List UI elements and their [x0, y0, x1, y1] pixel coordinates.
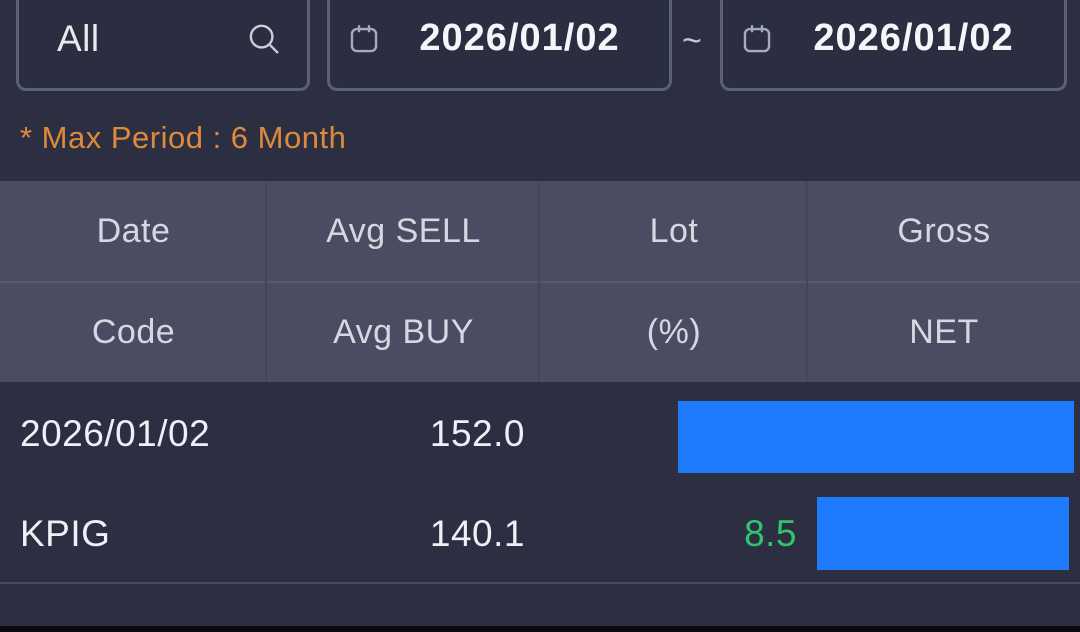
header-column-divider	[265, 181, 267, 382]
trade-date: 2026/01/02	[20, 412, 211, 454]
header-net: NET	[909, 312, 979, 351]
max-period-note: * Max Period : 6 Month	[20, 120, 347, 155]
trade-row-line1: 2026/01/02 152.0	[0, 382, 1080, 485]
date-from-value: 2026/01/02	[419, 17, 620, 59]
header-pct: (%)	[646, 312, 702, 351]
header-row-divider	[0, 281, 1080, 283]
trade-avg-sell: 152.0	[429, 412, 525, 454]
search-icon[interactable]	[245, 20, 283, 58]
header-column-divider	[806, 181, 808, 382]
header-date: Date	[96, 211, 171, 250]
calendar-icon[interactable]	[739, 22, 775, 56]
trade-pct: 8.5	[744, 512, 797, 554]
table-row[interactable]: 2026/01/02 152.0 KPIG 140.1 8.5	[0, 382, 1080, 583]
header-column-divider	[538, 181, 540, 382]
trade-avg-buy: 140.1	[429, 512, 525, 554]
trade-code: KPIG	[20, 512, 111, 554]
row-divider	[0, 582, 1080, 584]
header-avg-sell: Avg SELL	[326, 211, 481, 250]
header-avg-buy: Avg BUY	[333, 312, 474, 351]
bottom-strip	[0, 626, 1080, 632]
date-from-picker[interactable]: 2026/01/02	[327, 0, 672, 91]
table-header: Date Avg SELL Lot Gross Code Avg BUY (%)…	[0, 181, 1080, 382]
redaction-bar-net	[817, 497, 1069, 570]
header-code: Code	[91, 312, 176, 351]
date-range-separator: ~	[682, 22, 702, 60]
symbol-filter-box[interactable]: All	[16, 0, 310, 91]
redaction-bar-lot-gross	[678, 401, 1074, 473]
calendar-icon[interactable]	[346, 22, 382, 56]
date-to-picker[interactable]: 2026/01/02	[720, 0, 1067, 91]
header-gross: Gross	[897, 211, 991, 250]
symbol-filter-value: All	[57, 17, 100, 59]
trade-row-line2: KPIG 140.1 8.5	[0, 485, 1080, 582]
header-lot: Lot	[649, 211, 699, 250]
date-to-value: 2026/01/02	[813, 17, 1014, 59]
